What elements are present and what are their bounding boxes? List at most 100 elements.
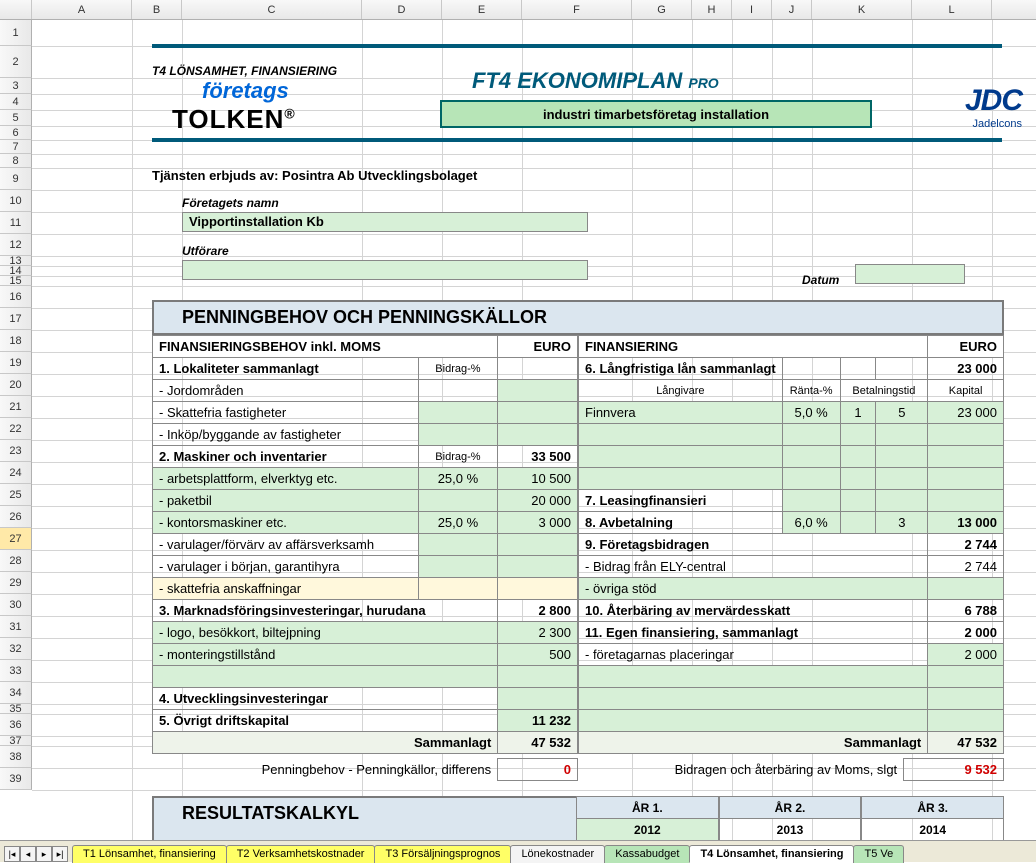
row-header[interactable]: 27 xyxy=(0,528,32,550)
table-row[interactable]: - skattefria anskaffningar xyxy=(153,578,578,600)
row-header[interactable]: 32 xyxy=(0,638,32,660)
table-row[interactable]: 10. Återbäring av mervärdesskatt6 788 xyxy=(579,600,1004,622)
row-header[interactable]: 34 xyxy=(0,682,32,704)
row-header[interactable]: 6 xyxy=(0,126,32,140)
table-row[interactable]: - monteringstillstånd500 xyxy=(153,644,578,666)
col-G[interactable]: G xyxy=(632,0,692,19)
row-header[interactable]: 10 xyxy=(0,190,32,212)
table-row[interactable] xyxy=(579,688,1004,710)
row-header[interactable]: 17 xyxy=(0,308,32,330)
table-row[interactable]: 8. Avbetalning6,0 %313 000 xyxy=(579,512,1004,534)
row-header[interactable]: 31 xyxy=(0,616,32,638)
row-header[interactable]: 12 xyxy=(0,234,32,256)
col-K[interactable]: K xyxy=(812,0,912,19)
col-A[interactable]: A xyxy=(32,0,132,19)
sheet-tab[interactable]: T4 Lönsamhet, finansiering xyxy=(689,845,854,863)
performer-input[interactable] xyxy=(182,260,588,280)
table-row[interactable]: - arbetsplattform, elverktyg etc.25,0 %1… xyxy=(153,468,578,490)
table-row[interactable]: - övriga stöd xyxy=(579,578,1004,600)
table-row[interactable]: 7. Leasingfinansieri xyxy=(579,490,1004,512)
sheet-tab[interactable]: T3 Försäljningsprognos xyxy=(374,845,511,863)
row-header[interactable]: 24 xyxy=(0,462,32,484)
company-input[interactable]: Vipportinstallation Kb xyxy=(182,212,588,232)
row-header[interactable]: 2 xyxy=(0,46,32,78)
table-row[interactable]: 2. Maskiner och inventarierBidrag-%33 50… xyxy=(153,446,578,468)
table-row[interactable]: Finnvera5,0 %1523 000 xyxy=(579,402,1004,424)
col-C[interactable]: C xyxy=(182,0,362,19)
table-row[interactable]: - varulager i början, garantihyra xyxy=(153,556,578,578)
row-header[interactable]: 15 xyxy=(0,276,32,286)
row-header[interactable]: 26 xyxy=(0,506,32,528)
table-row[interactable]: - Skattefria fastigheter xyxy=(153,402,578,424)
table-row[interactable]: - logo, besökkort, biltejpning2 300 xyxy=(153,622,578,644)
tab-nav-next[interactable]: ▸ xyxy=(36,846,52,862)
table-row[interactable]: 4. Utvecklingsinvesteringar xyxy=(153,688,578,710)
row-header[interactable]: 16 xyxy=(0,286,32,308)
row-header[interactable]: 5 xyxy=(0,110,32,126)
row-header[interactable]: 7 xyxy=(0,140,32,154)
col-F[interactable]: F xyxy=(522,0,632,19)
table-row[interactable]: - Bidrag från ELY-central2 744 xyxy=(579,556,1004,578)
table-row[interactable]: - Jordområden xyxy=(153,380,578,402)
row-header[interactable]: 8 xyxy=(0,154,32,168)
table-row[interactable] xyxy=(579,446,1004,468)
table-row[interactable]: 9. Företagsbidragen2 744 xyxy=(579,534,1004,556)
sheet-tab[interactable]: T5 Ve xyxy=(853,845,904,863)
table-row[interactable]: - Inköp/byggande av fastigheter xyxy=(153,424,578,446)
table-row[interactable]: 6. Långfristiga lån sammanlagt23 000 xyxy=(579,358,1004,380)
row-header[interactable]: 23 xyxy=(0,440,32,462)
row-header[interactable]: 20 xyxy=(0,374,32,396)
date-input[interactable] xyxy=(855,264,965,284)
table-row[interactable]: 3. Marknadsföringsinvesteringar, hurudan… xyxy=(153,600,578,622)
table-row[interactable]: 5. Övrigt driftskapital11 232 xyxy=(153,710,578,732)
left-table[interactable]: FINANSIERINGSBEHOV inkl. MOMS EURO 1. Lo… xyxy=(152,335,578,754)
col-B[interactable]: B xyxy=(132,0,182,19)
col-L[interactable]: L xyxy=(912,0,992,19)
row-header[interactable]: 28 xyxy=(0,550,32,572)
table-row[interactable] xyxy=(579,468,1004,490)
col-H[interactable]: H xyxy=(692,0,732,19)
row-header[interactable]: 36 xyxy=(0,714,32,736)
table-row[interactable]: - paketbil20 000 xyxy=(153,490,578,512)
row-header[interactable]: 38 xyxy=(0,746,32,768)
row-header[interactable]: 1 xyxy=(0,20,32,46)
row-header[interactable]: 19 xyxy=(0,352,32,374)
row-header[interactable]: 39 xyxy=(0,768,32,790)
row-header[interactable]: 4 xyxy=(0,94,32,110)
table-row[interactable]: - företagarnas placeringar2 000 xyxy=(579,644,1004,666)
row-header[interactable]: 21 xyxy=(0,396,32,418)
table-row[interactable] xyxy=(579,710,1004,732)
table-row[interactable]: - kontorsmaskiner etc.25,0 %3 000 xyxy=(153,512,578,534)
table-row[interactable] xyxy=(579,424,1004,446)
row-header[interactable]: 33 xyxy=(0,660,32,682)
tab-nav-last[interactable]: ▸| xyxy=(52,846,68,862)
row-header[interactable]: 25 xyxy=(0,484,32,506)
row-header[interactable]: 37 xyxy=(0,736,32,746)
row-header[interactable]: 22 xyxy=(0,418,32,440)
row-header[interactable]: 11 xyxy=(0,212,32,234)
row-header[interactable]: 3 xyxy=(0,78,32,94)
table-row[interactable] xyxy=(153,666,578,688)
sheet-tab[interactable]: T2 Verksamhetskostnader xyxy=(226,845,376,863)
col-J[interactable]: J xyxy=(772,0,812,19)
row-header[interactable]: 30 xyxy=(0,594,32,616)
year1-value[interactable]: 2012 xyxy=(577,819,718,841)
table-row[interactable]: - varulager/förvärv av affärsverksamh xyxy=(153,534,578,556)
col-I[interactable]: I xyxy=(732,0,772,19)
table-row[interactable]: 11. Egen finansiering, sammanlagt2 000 xyxy=(579,622,1004,644)
row-header[interactable]: 35 xyxy=(0,704,32,714)
sheet-tab[interactable]: Lönekostnader xyxy=(510,845,605,863)
row-header[interactable]: 29 xyxy=(0,572,32,594)
col-E[interactable]: E xyxy=(442,0,522,19)
right-table[interactable]: FINANSIERING EURO 6. Långfristiga lån sa… xyxy=(578,335,1004,754)
sheet-tab[interactable]: T1 Lönsamhet, finansiering xyxy=(72,845,227,863)
tab-nav-first[interactable]: |◂ xyxy=(4,846,20,862)
row-header[interactable]: 18 xyxy=(0,330,32,352)
worksheet[interactable]: T4 LÖNSAMHET, FINANSIERING företags TOLK… xyxy=(32,20,1036,840)
table-row[interactable]: 1. Lokaliteter sammanlagtBidrag-% xyxy=(153,358,578,380)
table-row[interactable]: LångivareRänta-%BetalningstidKapital xyxy=(579,380,1004,402)
tab-nav-prev[interactable]: ◂ xyxy=(20,846,36,862)
sheet-tab[interactable]: Kassabudget xyxy=(604,845,690,863)
table-row[interactable] xyxy=(579,666,1004,688)
col-D[interactable]: D xyxy=(362,0,442,19)
